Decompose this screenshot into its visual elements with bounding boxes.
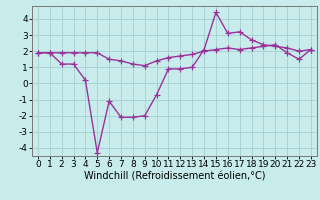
X-axis label: Windchill (Refroidissement éolien,°C): Windchill (Refroidissement éolien,°C) — [84, 172, 265, 182]
